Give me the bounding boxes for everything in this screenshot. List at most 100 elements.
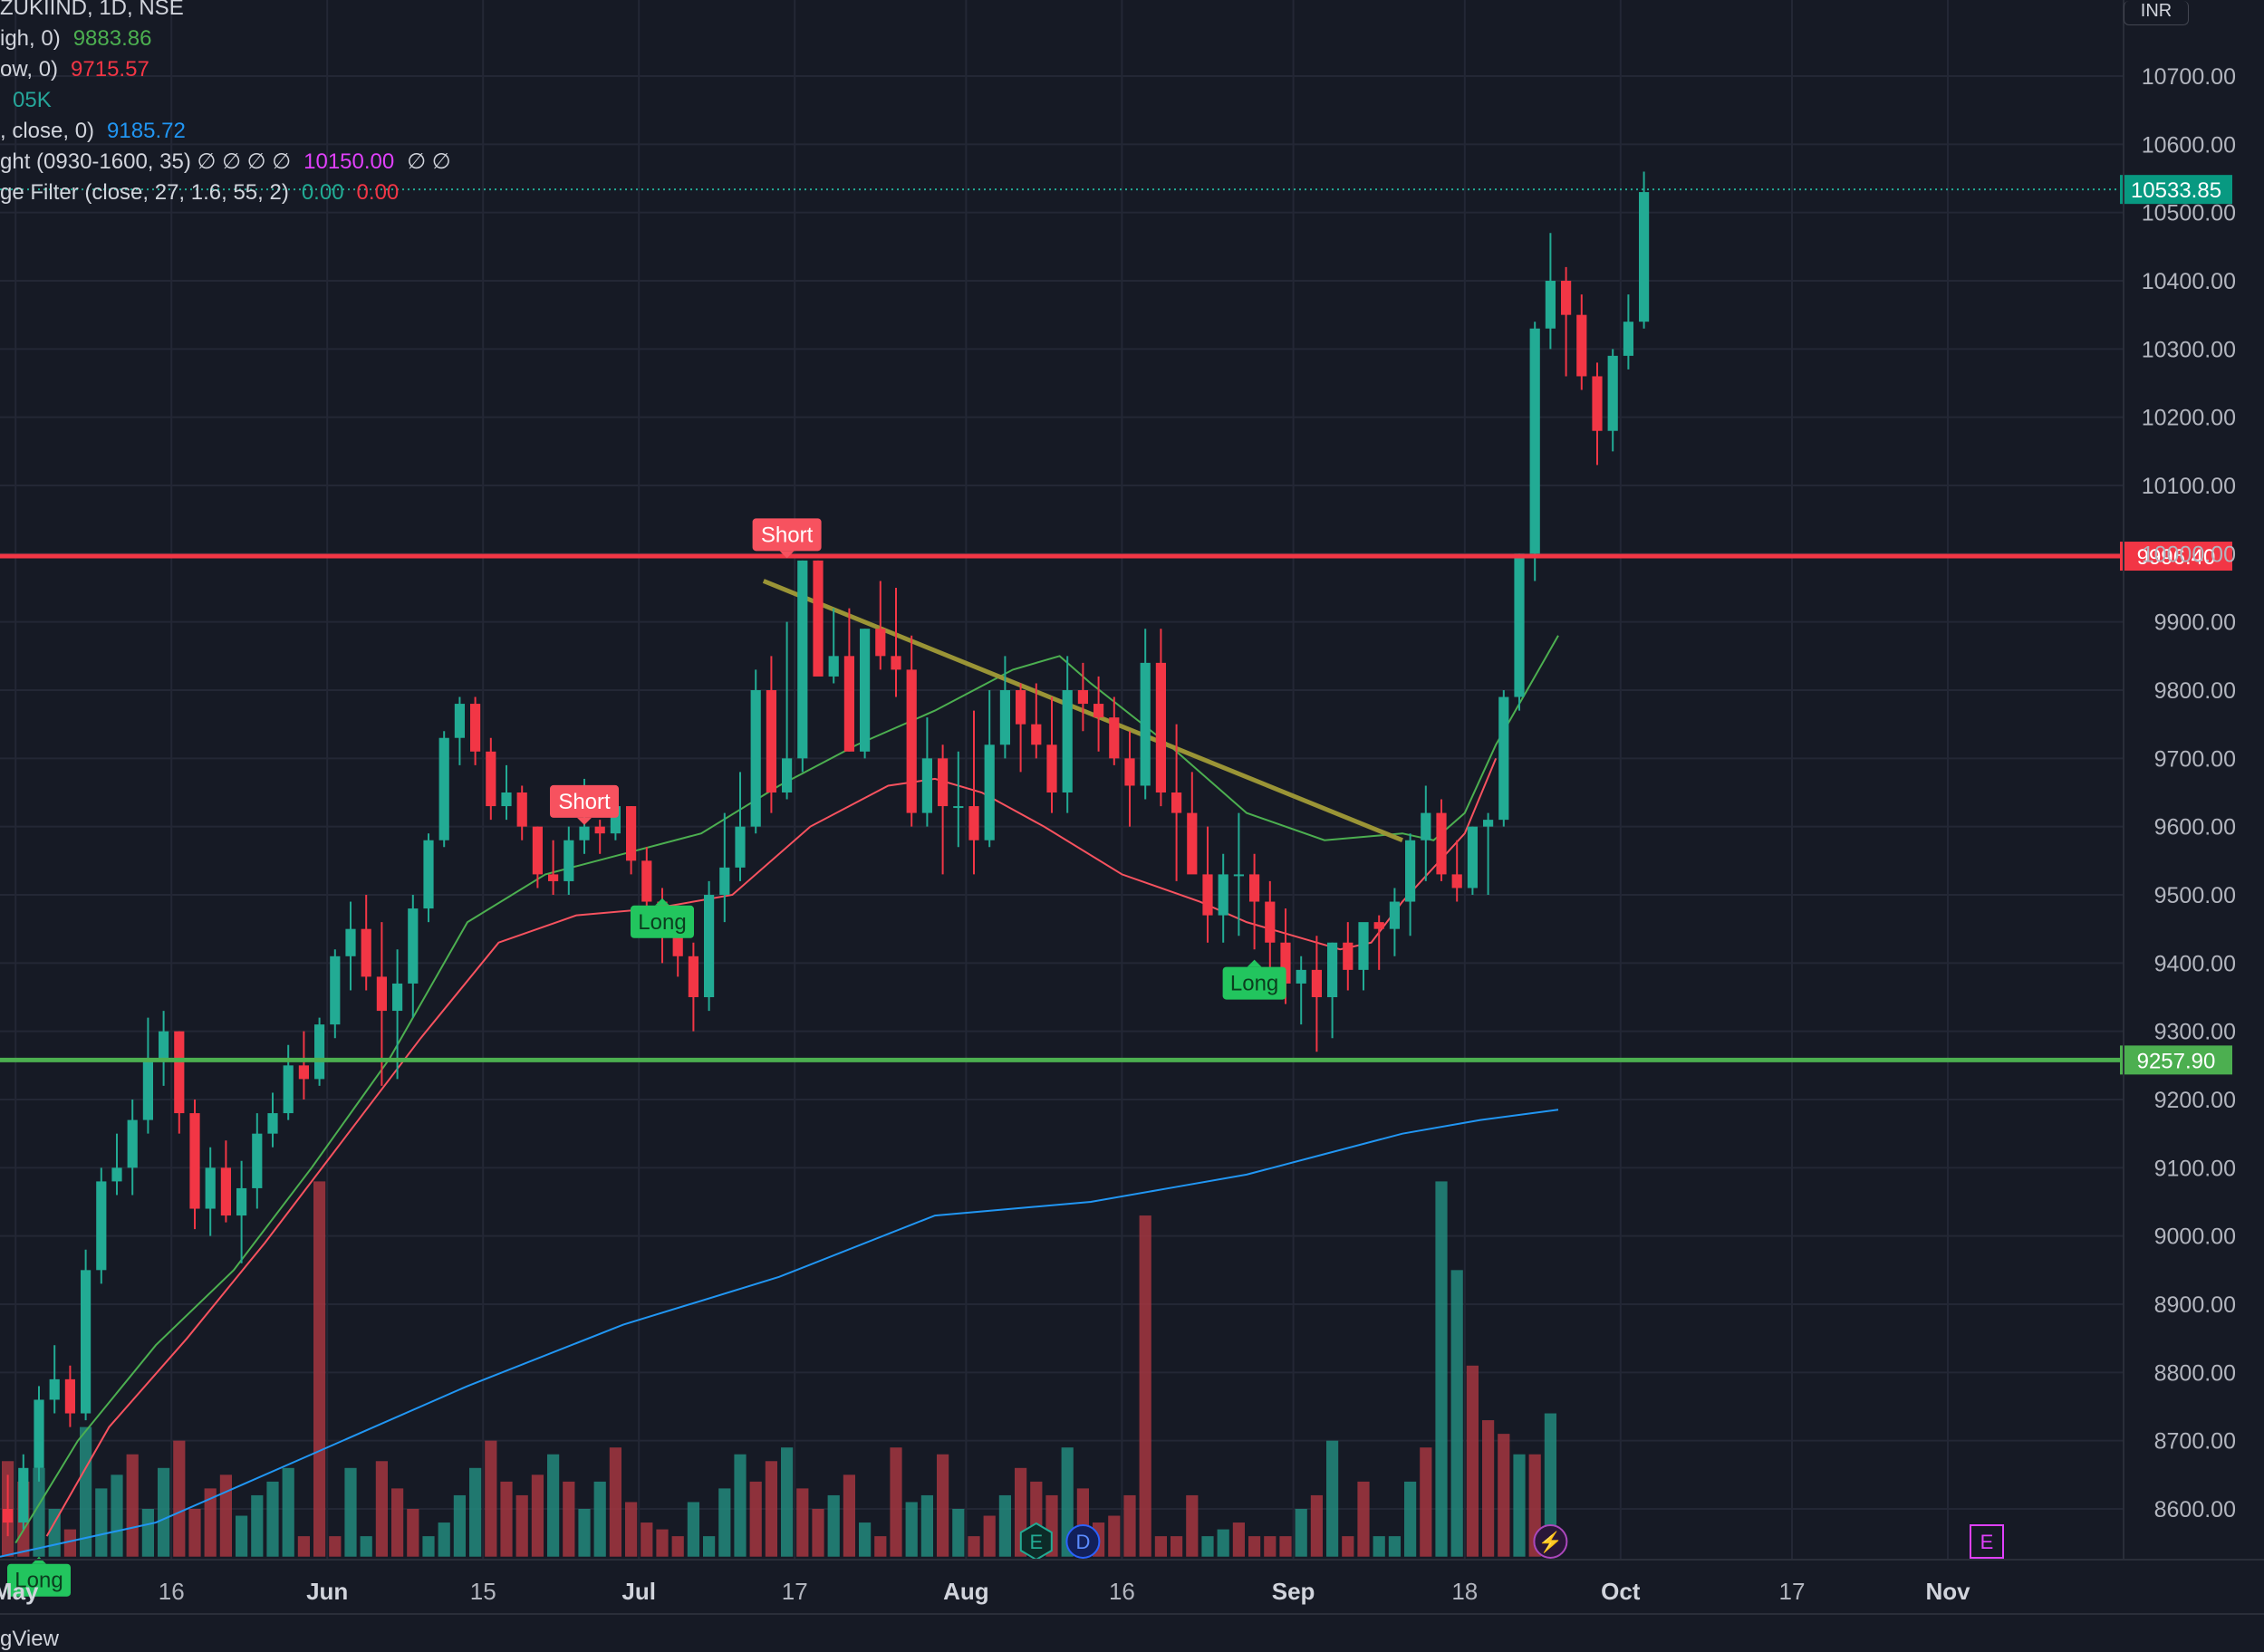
candle-body (672, 936, 683, 956)
event-marker-label: ⚡ (1538, 1531, 1563, 1554)
volume-bar (937, 1454, 949, 1557)
ma-slow-line (45, 757, 1498, 1537)
y-tick-label: 9000.00 (2154, 1225, 2236, 1250)
legend-row: ge Filter (close, 27, 1.6, 55, 2) 0.00 0.0… (0, 178, 451, 208)
candle-body (159, 1031, 169, 1059)
candle-body (564, 840, 574, 881)
candle-body (267, 1113, 278, 1134)
volume-bar (1373, 1536, 1385, 1557)
candle-body (719, 867, 730, 895)
volume-bar (375, 1461, 388, 1557)
candle-body (1155, 662, 1166, 792)
volume-bar (827, 1494, 840, 1557)
signal-box (752, 518, 822, 552)
signal-box (550, 784, 619, 818)
volume-bar (1342, 1536, 1354, 1557)
volume-bar (422, 1536, 435, 1557)
candle-body (361, 928, 371, 977)
volume-bar (236, 1515, 248, 1557)
volume-bar (578, 1509, 591, 1557)
candle-body (750, 690, 761, 827)
volume-bar (765, 1461, 777, 1557)
event-markers[interactable]: E D ⚡ E (1019, 1522, 2004, 1561)
volume-bar (687, 1502, 699, 1557)
y-tick-label: 8900.00 (2154, 1292, 2236, 1318)
volume-bar (812, 1509, 824, 1557)
indicator-legend: ZUKIIND, 1D, NSE igh, 0) 9883.86 ow, 0) 971… (0, 0, 451, 205)
volume-bar (158, 1467, 170, 1557)
candle-body (1623, 322, 1633, 356)
x-tick-label: 16 (159, 1578, 185, 1605)
volume-bar (656, 1529, 669, 1557)
candle-body (111, 1167, 122, 1182)
volume-bar (485, 1440, 497, 1557)
volume-bar (1123, 1494, 1136, 1557)
candle-body (330, 956, 341, 1025)
signal-pointer (655, 898, 670, 906)
volume-bar (734, 1454, 747, 1557)
candle-body (18, 1467, 29, 1523)
volume-bar (63, 1529, 76, 1557)
candle-body (34, 1399, 44, 1468)
volume-bar (718, 1488, 731, 1557)
volume-bar (344, 1467, 357, 1557)
y-tick-label: 9200.00 (2154, 1088, 2236, 1113)
currency-button[interactable]: INR (2124, 1, 2189, 25)
y-tick-label: 8600.00 (2154, 1497, 2236, 1522)
candle-body (1296, 969, 1306, 984)
candle-body (1031, 724, 1042, 745)
candle-body (921, 758, 932, 813)
candle-body (906, 669, 917, 813)
legend-row: , close, 0) 9185.72 (0, 116, 451, 147)
candle-body (376, 976, 387, 1012)
volume-bar (531, 1474, 544, 1557)
candle-body (454, 704, 465, 738)
legend-label: ght (0930-1600, 35) ∅ ∅ ∅ ∅ (0, 149, 292, 174)
legend-symbol: ZUKIIND, 1D, NSE (0, 0, 184, 20)
x-tick-label: Aug (943, 1578, 989, 1605)
legend-value: 9185.72 (107, 119, 186, 143)
x-tick-label: 15 (470, 1578, 496, 1605)
ma-long-line (0, 1109, 1559, 1558)
time-axis[interactable]: May 16 Jun 15 Jul 17 Aug 16 Sep 18 Oct 17 Nov (0, 1559, 2264, 1615)
candle-body (1140, 662, 1151, 786)
volume-bar (1420, 1447, 1432, 1557)
candle-body (1077, 690, 1088, 705)
volume-bar (1171, 1536, 1183, 1557)
candle-body (860, 629, 871, 752)
volume-bar (671, 1536, 684, 1557)
volume-bar (843, 1474, 855, 1557)
price-axis[interactable]: 8600.00 8700.00 8800.00 8900.00 9000.00 9100.… (2123, 0, 2236, 1560)
signal-pointer (577, 817, 592, 825)
x-tick-label: 18 (1451, 1578, 1478, 1605)
signal-long-label: Long (638, 910, 686, 935)
event-marker-label: E (1980, 1531, 1994, 1553)
volume-bar (1326, 1440, 1339, 1557)
candle-body (813, 560, 824, 677)
earnings-future-icon (1970, 1524, 2004, 1559)
candle-body (423, 840, 434, 909)
candle-body (470, 704, 481, 752)
volume-bar (1186, 1494, 1199, 1557)
volume-bar (641, 1522, 653, 1557)
volume-bar (360, 1536, 372, 1557)
volume-bar (111, 1474, 123, 1557)
candle-body (1311, 969, 1322, 997)
volume-bar (282, 1467, 294, 1557)
support-tag (2120, 1045, 2232, 1075)
candle-body (1576, 314, 1587, 377)
y-tick-label: 10600.00 (2142, 132, 2236, 158)
candle-body (688, 956, 698, 997)
candle-body (797, 560, 808, 759)
candle-body (1451, 874, 1462, 888)
volume-bar (1482, 1420, 1495, 1557)
candle-body (1124, 758, 1135, 786)
volume-bar (625, 1502, 638, 1557)
candle-body (1467, 826, 1478, 888)
candle-body (1373, 922, 1384, 929)
candle-body (704, 895, 715, 997)
candle-body (999, 690, 1010, 745)
volume-bar (968, 1536, 980, 1557)
candle-body (236, 1187, 247, 1216)
